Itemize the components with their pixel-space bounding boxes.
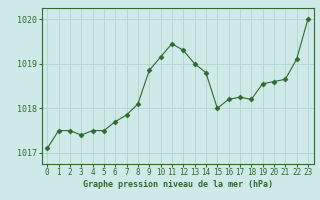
X-axis label: Graphe pression niveau de la mer (hPa): Graphe pression niveau de la mer (hPa) [83, 180, 273, 189]
